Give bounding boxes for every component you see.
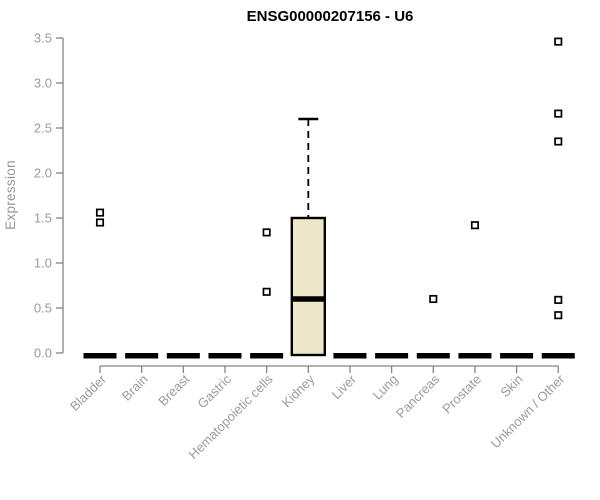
outlier-point-bladder <box>95 218 105 227</box>
y-axis-tick-label: 2.5 <box>34 121 52 136</box>
zero-box-bladder <box>83 353 117 359</box>
x-axis-category-label: Prostate <box>439 372 484 417</box>
outlier-point-bladder <box>95 208 105 217</box>
zero-box-hematopoietic-cells <box>250 353 284 359</box>
y-axis-tick-label: 3.5 <box>34 31 52 46</box>
zero-box-brain <box>125 353 159 359</box>
zero-box-skin <box>500 353 534 359</box>
outlier-point-prostate <box>470 221 479 230</box>
chart-title: ENSG00000207156 - U6 <box>246 8 414 25</box>
zero-box-liver <box>333 353 367 359</box>
x-axis-category-label: Lung <box>370 372 401 403</box>
y-axis-tick-label: 1.5 <box>34 211 52 226</box>
zero-box-prostate <box>458 353 492 359</box>
x-axis-category-label: Skin <box>497 372 525 400</box>
x-axis-category-label: Breast <box>155 371 192 408</box>
y-axis-tick-label: 0.5 <box>34 301 52 316</box>
x-axis-category-label: Unknown / Other <box>488 371 568 451</box>
zero-box-lung <box>375 353 409 359</box>
outlier-point-unknown-other <box>554 295 563 304</box>
outlier-point-hematopoietic-cells <box>262 228 271 237</box>
y-axis-tick-label: 2.0 <box>34 166 52 181</box>
y-axis-tick-label: 0.0 <box>34 346 52 361</box>
outlier-point-unknown-other <box>554 137 563 146</box>
outlier-point-unknown-other <box>554 37 563 46</box>
x-axis-category-label: Liver <box>329 371 360 402</box>
box-kidney <box>290 216 326 357</box>
x-axis-category-label: Kidney <box>279 371 318 410</box>
outlier-point-unknown-other <box>554 109 563 118</box>
outlier-point-unknown-other <box>554 311 563 320</box>
zero-box-breast <box>166 353 200 359</box>
x-axis-category-label: Gastric <box>194 371 234 411</box>
y-axis-tick-label: 1.0 <box>34 256 52 271</box>
outlier-point-pancreas <box>429 294 438 304</box>
zero-box-pancreas <box>416 353 450 359</box>
zero-box-unknown-other <box>541 353 575 359</box>
zero-box-gastric <box>208 353 242 359</box>
x-axis-category-label: Bladder <box>67 371 110 414</box>
y-axis-tick-label: 3.0 <box>34 76 52 91</box>
outlier-point-hematopoietic-cells <box>262 287 271 296</box>
x-axis-category-label: Brain <box>119 372 151 404</box>
x-axis-category-label: Pancreas <box>393 371 443 421</box>
